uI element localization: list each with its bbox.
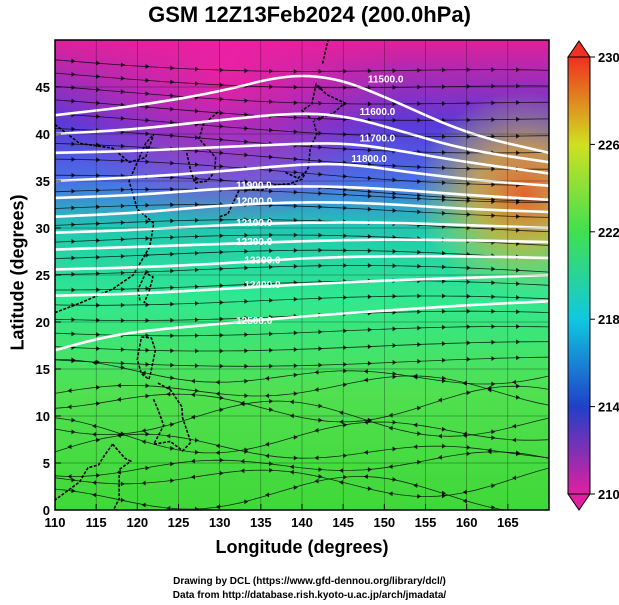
y-axis-ticks: 0 5 10 15 20 25 30 35 40 45 (36, 80, 61, 518)
x-tick-label-130: 130 (209, 515, 231, 530)
x-tick-label-110: 110 (45, 515, 66, 530)
y-tick-label-10: 10 (36, 409, 50, 424)
y-tick-label-35: 35 (36, 174, 50, 189)
contour-label: 12000.0 (236, 197, 273, 208)
contour-label: 12300.0 (244, 256, 281, 267)
colorbar-bottom-arrow (567, 493, 591, 511)
colorbar-tick-label-210: 210 (598, 487, 619, 502)
y-tick-label-0: 0 (43, 503, 50, 518)
x-tick-label-125: 125 (168, 515, 190, 530)
contour-label: 11700.0 (360, 134, 396, 145)
contour-label: 12500.0 (236, 316, 273, 327)
x-tick-label-160: 160 (456, 515, 478, 530)
y-tick-label-5: 5 (43, 456, 50, 471)
y-tick-label-45: 45 (36, 80, 50, 95)
contour-label: 11800.0 (351, 154, 387, 165)
temperature-field (55, 40, 549, 510)
x-tick-label-145: 145 (332, 515, 354, 530)
credit-data: Data from http://database.rish.kyoto-u.a… (172, 590, 447, 601)
x-axis-ticks: 110 115 120 125 130 135 140 145 150 155 160 165 (45, 504, 519, 530)
contour-label: 12100.0 (236, 218, 273, 229)
x-tick-label-135: 135 (250, 515, 272, 530)
contour-label: 11900.0 (236, 181, 272, 192)
colorbar-tick-label-218: 218 (598, 312, 619, 327)
colorbar-tick-label-222: 222 (598, 225, 619, 240)
contour-label: 11500.0 (368, 74, 404, 85)
contour-labels: 11500.0 11600.0 11700.0 11800.0 11900.0 12000… (236, 74, 404, 327)
contour-label: 12200.0 (236, 237, 273, 248)
credit-drawing: Drawing by DCL (https://www.gfd-dennou.o… (173, 576, 446, 587)
colorbar-tick-label-214: 214 (598, 400, 619, 415)
x-tick-label-140: 140 (291, 515, 313, 530)
y-tick-label-20: 20 (36, 315, 50, 330)
x-axis-label: Longitude (degrees) (215, 537, 389, 557)
colorbar: 210 214 218 222 226 230 (567, 40, 619, 511)
x-tick-label-120: 120 (126, 515, 148, 530)
colorbar-tick-label-226: 226 (598, 137, 619, 152)
colorbar-tick-label-230: 230 (598, 50, 619, 65)
y-tick-label-15: 15 (36, 362, 50, 377)
colorbar-bar (567, 56, 591, 495)
contour-label: 11600.0 (360, 107, 396, 118)
x-tick-label-115: 115 (86, 515, 107, 530)
y-tick-label-40: 40 (36, 127, 50, 142)
x-tick-label-165: 165 (497, 515, 519, 530)
y-tick-label-25: 25 (36, 268, 50, 283)
contour-label: 12400.0 (244, 280, 281, 291)
chart-title: GSM 12Z13Feb2024 (200.0hPa) (148, 2, 471, 27)
y-tick-label-30: 30 (36, 221, 50, 236)
colorbar-top-arrow (567, 40, 591, 58)
x-tick-label-155: 155 (415, 515, 437, 530)
x-tick-label-150: 150 (373, 515, 395, 530)
